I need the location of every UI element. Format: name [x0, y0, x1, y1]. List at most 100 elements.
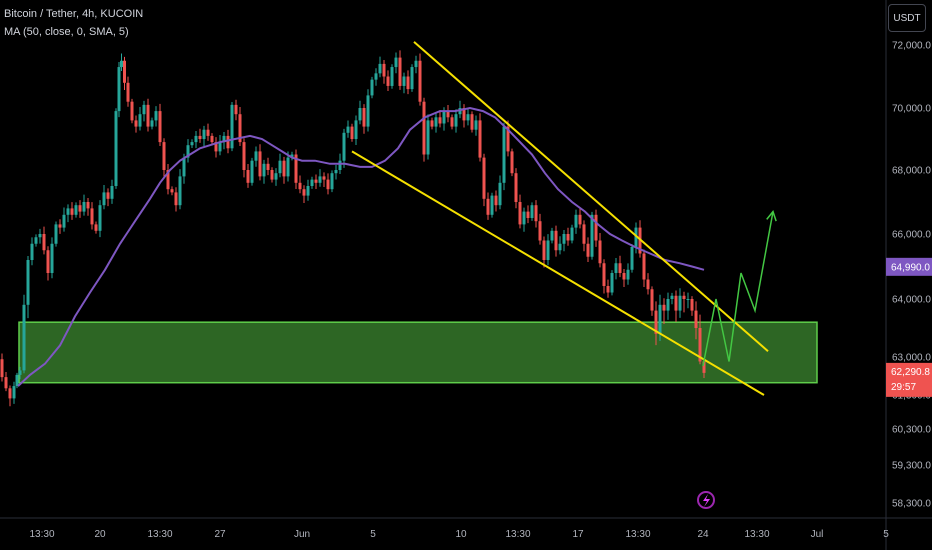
candle-body: [642, 253, 646, 280]
candle-body: [434, 117, 438, 127]
projection-arrow-head: [766, 210, 777, 222]
candle-body: [106, 192, 110, 199]
candle-body: [178, 176, 182, 206]
candle-body: [622, 273, 626, 280]
candle-body: [550, 230, 554, 241]
y-tick-label: 72,000.0: [892, 41, 931, 52]
candle-body: [486, 198, 490, 215]
candle-body: [534, 205, 538, 222]
ma-value-badge-bg: [886, 257, 932, 276]
candle-body: [154, 111, 158, 121]
x-tick-label: 13:30: [29, 529, 54, 540]
candle-body: [554, 230, 558, 251]
lightning-icon: [697, 491, 715, 509]
x-tick-label: 20: [94, 529, 106, 540]
candle-body: [62, 214, 66, 228]
indicator-legend[interactable]: MA (50, close, 0, SMA, 5): [4, 26, 129, 38]
y-tick-label: 60,300.0: [892, 425, 931, 436]
x-axis-ticks[interactable]: 13:30 20 13:30 27 Jun 5 10 13:30 17 13:30 24 13:30 J…: [29, 529, 889, 540]
y-tick-label: 58,300.0: [892, 499, 931, 510]
candle-body: [630, 247, 634, 270]
candle-body: [394, 57, 398, 68]
candle-body: [18, 370, 22, 375]
candle-body: [686, 299, 690, 300]
x-tick-label: 5: [883, 529, 889, 540]
ma-value-badge: 64,990.0: [891, 262, 930, 273]
candle-body: [666, 299, 670, 311]
candle-body: [670, 295, 674, 299]
candle-body: [662, 304, 666, 311]
lightning-bolt: [703, 494, 710, 507]
candle-body: [202, 129, 206, 139]
x-tick-label: 13:30: [505, 529, 530, 540]
candle-body: [474, 120, 478, 130]
candle-body: [334, 170, 338, 174]
candle-body: [294, 154, 298, 183]
candle-body: [314, 179, 318, 183]
candle-body: [138, 114, 142, 127]
candle-body: [566, 234, 570, 241]
candle-body: [117, 67, 121, 112]
candle-body: [74, 205, 78, 215]
candle-body: [398, 57, 402, 86]
candle-body: [370, 79, 374, 96]
candle-body: [406, 76, 410, 90]
candle-body: [210, 135, 214, 143]
candle-body: [634, 227, 638, 247]
x-tick-label: 13:30: [744, 529, 769, 540]
projection[interactable]: [702, 210, 777, 367]
candle-body: [694, 310, 698, 328]
currency-button[interactable]: USDT: [888, 4, 926, 32]
candle-body: [258, 151, 262, 177]
candle-body: [214, 142, 218, 152]
support-zone[interactable]: [18, 321, 818, 384]
projection-path: [702, 211, 774, 367]
trendlines[interactable]: [351, 41, 769, 396]
x-tick-label: 5: [370, 529, 376, 540]
candle-body: [270, 170, 274, 180]
event-marker[interactable]: [697, 491, 715, 509]
candle-body: [298, 182, 302, 190]
candle-body: [34, 237, 38, 244]
candle-body: [458, 108, 462, 115]
candle-body: [378, 63, 382, 74]
candle-body: [194, 135, 198, 143]
candle-body: [338, 160, 342, 170]
candle-body: [658, 304, 662, 334]
candle-body: [150, 120, 154, 127]
candle-body: [410, 67, 414, 90]
candle-body: [542, 240, 546, 260]
candle-body: [22, 304, 26, 371]
candle-body: [442, 111, 446, 124]
candle-body: [278, 160, 282, 174]
candle-body: [546, 240, 550, 260]
candle-body: [166, 170, 170, 190]
candle-body: [502, 126, 506, 183]
y-tick-label: 64,000.0: [892, 295, 931, 306]
candle-body: [120, 60, 123, 68]
candle-body: [402, 76, 406, 86]
candle-body: [574, 214, 578, 228]
lower-trendline: [351, 150, 765, 396]
candle-body: [250, 160, 254, 183]
candle-body: [462, 108, 466, 121]
candle-body: [86, 202, 90, 209]
candle-body: [12, 386, 16, 399]
candle-body: [414, 60, 418, 68]
candle-body: [318, 176, 322, 183]
ma-50-line: [17, 106, 705, 387]
candle-body: [238, 114, 242, 143]
x-tick-label: Jul: [811, 529, 824, 540]
candle-body: [558, 243, 562, 251]
candle-body: [614, 263, 618, 273]
candle-body: [123, 60, 126, 83]
candle-body: [354, 120, 358, 139]
candle-body: [186, 145, 190, 158]
candle-body: [510, 151, 514, 174]
candle-body: [146, 104, 150, 127]
countdown-badge: 29:57: [891, 382, 916, 393]
candle-body: [46, 250, 50, 273]
candle-body: [594, 214, 598, 241]
